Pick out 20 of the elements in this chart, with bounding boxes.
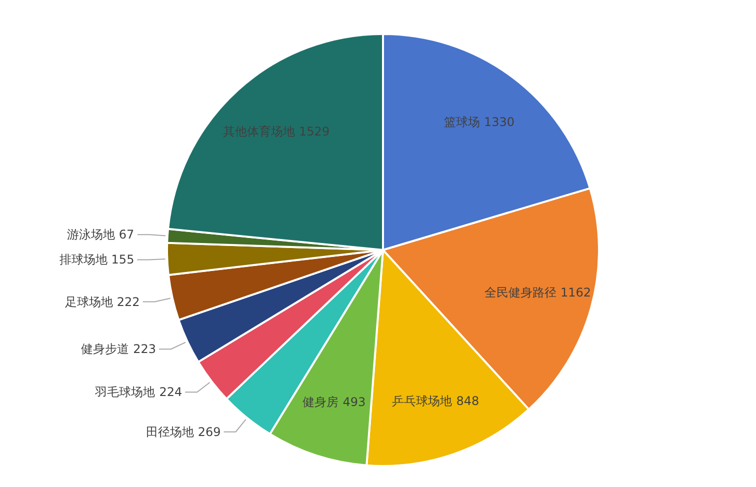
slice-label: 乒乓球场地 xyxy=(392,394,452,408)
slice-label: 游泳场地 xyxy=(66,228,115,242)
data-label: 848 xyxy=(456,394,480,408)
data-label: 67 xyxy=(118,228,134,242)
data-label: 1162 xyxy=(560,286,591,300)
slice-label: 篮球场 xyxy=(444,114,480,129)
data-label: 222 xyxy=(116,294,140,309)
slice-label: 全民健身路径 xyxy=(484,286,556,300)
data-label: 223 xyxy=(133,342,156,356)
data-label: 493 xyxy=(342,395,366,410)
slice-label: 羽毛球场地 xyxy=(94,385,156,400)
slice-label: 足球场地 xyxy=(64,294,113,309)
slice-label: 田径场地 xyxy=(146,424,194,439)
data-label: 1330 xyxy=(484,114,514,129)
slice-label: 排球场地 xyxy=(59,252,108,267)
slice-label: 健身房 xyxy=(302,395,339,410)
data-label: 224 xyxy=(159,385,182,400)
data-label: 269 xyxy=(198,424,221,439)
data-label: 155 xyxy=(111,252,134,267)
slice-label: 健身步道 xyxy=(81,342,130,356)
